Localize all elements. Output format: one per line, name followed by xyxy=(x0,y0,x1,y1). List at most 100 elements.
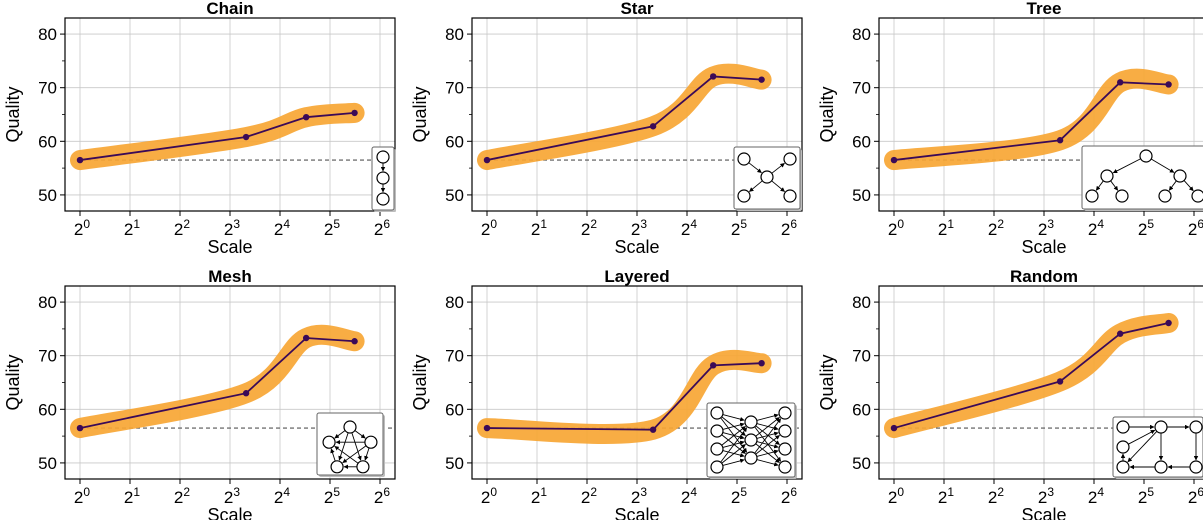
x-tick-label: 21 xyxy=(938,217,954,239)
data-point xyxy=(483,424,491,432)
x-tick-label: 25 xyxy=(731,485,747,507)
x-tick-label: 23 xyxy=(1038,217,1054,239)
inset-node xyxy=(778,460,792,474)
x-axis-label: Scale xyxy=(1021,237,1066,257)
x-tick-label: 26 xyxy=(1188,217,1203,239)
series-line xyxy=(486,75,762,161)
data-point xyxy=(758,360,765,367)
inset-edge xyxy=(334,445,359,464)
x-axis-label: Scale xyxy=(614,505,659,520)
x-tick-label: 25 xyxy=(1138,217,1154,239)
y-tick-label: 60 xyxy=(38,132,57,151)
inset-node xyxy=(744,433,758,447)
topology-inset xyxy=(371,146,396,212)
y-tick-label: 60 xyxy=(852,132,871,151)
series-line xyxy=(893,322,1169,429)
chart-tree: 50 60 70 80 20 21 22 23 24 25 26 Tree Scale Quality xyxy=(817,0,1203,257)
inset-node xyxy=(744,451,758,465)
data-point xyxy=(76,156,84,164)
data-point xyxy=(649,426,657,433)
chart-title: Layered xyxy=(604,267,669,286)
chart-title: Chain xyxy=(206,0,253,18)
x-tick-label: 20 xyxy=(481,217,497,239)
x-tick-label: 25 xyxy=(324,217,340,239)
inset-edge xyxy=(330,448,336,462)
chart-title: Star xyxy=(620,0,653,18)
data-point xyxy=(76,424,84,432)
topology-inset xyxy=(706,402,797,479)
x-tick-label: 20 xyxy=(74,217,90,239)
inset-node xyxy=(376,192,390,206)
x-axis-label: Scale xyxy=(207,505,252,520)
x-tick-label: 25 xyxy=(1138,485,1154,507)
y-tick-label: 50 xyxy=(445,454,464,473)
data-point xyxy=(1056,378,1064,385)
x-tick-label: 23 xyxy=(631,217,647,239)
y-tick-label: 60 xyxy=(852,400,871,419)
trend-band xyxy=(884,312,1179,439)
x-axis-label: Scale xyxy=(207,237,252,257)
inset-node xyxy=(1139,149,1153,163)
x-tick-label: 24 xyxy=(1088,217,1104,239)
inset-node xyxy=(760,170,774,184)
chart-title: Mesh xyxy=(208,267,251,286)
inset-node xyxy=(710,424,724,438)
y-tick-label: 70 xyxy=(445,79,464,98)
y-axis-label: Quality xyxy=(3,86,23,142)
x-tick-label: 22 xyxy=(988,217,1004,239)
inset-node xyxy=(1116,420,1130,434)
inset-node xyxy=(356,460,370,474)
inset-node xyxy=(783,189,797,203)
data-point xyxy=(709,73,717,80)
x-tick-label: 26 xyxy=(781,485,797,507)
data-point xyxy=(649,123,657,130)
y-tick-label: 80 xyxy=(852,25,871,44)
inset-node xyxy=(1189,420,1203,434)
x-tick-label: 20 xyxy=(888,217,904,239)
series-line xyxy=(79,337,355,429)
inset-node xyxy=(376,171,390,185)
y-axis-label: Quality xyxy=(817,354,837,410)
data-point xyxy=(890,424,898,432)
x-axis-label: Scale xyxy=(1021,505,1066,520)
y-tick-label: 70 xyxy=(852,347,871,366)
y-tick-label: 80 xyxy=(38,25,57,44)
inset-node xyxy=(1154,460,1168,474)
inset-node xyxy=(737,152,751,166)
inset-node xyxy=(1085,189,1099,203)
inset-node xyxy=(1158,189,1172,203)
inset-node xyxy=(744,415,758,429)
inset-edge xyxy=(722,458,745,466)
x-tick-label: 20 xyxy=(481,485,497,507)
data-point xyxy=(483,156,491,164)
x-tick-label: 21 xyxy=(124,485,140,507)
y-tick-label: 60 xyxy=(445,132,464,151)
data-point xyxy=(1116,330,1124,337)
inset-edge xyxy=(1128,429,1156,445)
inset-edge xyxy=(1168,180,1177,191)
inset-edge xyxy=(351,432,362,461)
inset-edge xyxy=(1112,158,1141,174)
chart-star: 50 60 70 80 20 21 22 23 24 25 26 Star Scale Quality xyxy=(410,0,803,257)
inset-node xyxy=(1116,440,1130,454)
inset-node xyxy=(737,189,751,203)
inset-edge xyxy=(338,432,349,461)
trend-band xyxy=(70,324,365,439)
x-tick-label: 25 xyxy=(731,217,747,239)
x-tick-label: 20 xyxy=(74,485,90,507)
topology-inset xyxy=(316,412,385,477)
inset-edge xyxy=(756,413,779,421)
data-point xyxy=(242,390,250,397)
topology-inset xyxy=(733,146,802,211)
y-axis-label: Quality xyxy=(817,86,837,142)
y-tick-label: 80 xyxy=(852,293,871,312)
inset-node xyxy=(710,406,724,420)
trend-band xyxy=(477,349,772,444)
inset-node xyxy=(778,442,792,456)
y-tick-label: 70 xyxy=(852,79,871,98)
series-line xyxy=(893,81,1169,161)
x-tick-label: 23 xyxy=(224,485,240,507)
inset-node xyxy=(710,442,724,456)
y-tick-label: 80 xyxy=(445,293,464,312)
